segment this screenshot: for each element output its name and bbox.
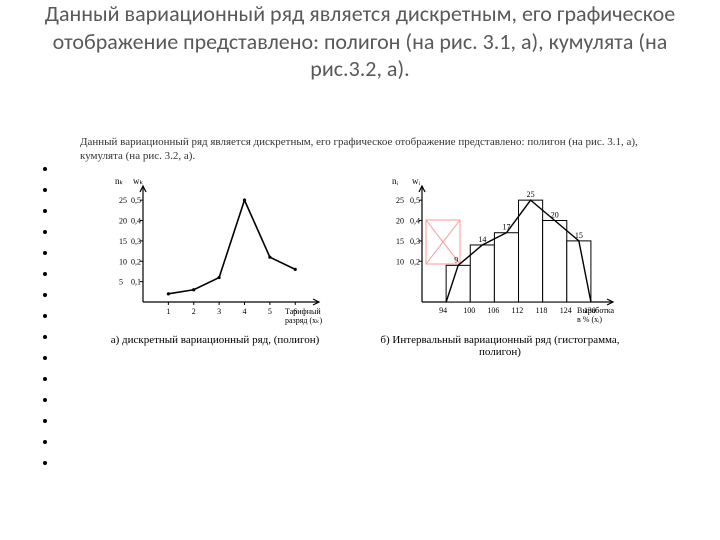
bullet-item	[58, 412, 61, 433]
svg-text:0,1: 0,1	[131, 277, 141, 286]
left-chart-svg: 50,1100,2150,3200,4250,5nₖwₖ123456Тарифн…	[85, 170, 345, 325]
svg-text:3: 3	[217, 307, 221, 316]
svg-text:wᵢ: wᵢ	[412, 176, 420, 186]
svg-text:14: 14	[478, 235, 486, 244]
bullet-item	[58, 160, 61, 181]
svg-text:разряд (xₖ): разряд (xₖ)	[285, 316, 323, 325]
bullet-item	[58, 244, 61, 265]
svg-text:15: 15	[119, 236, 127, 245]
svg-text:112: 112	[512, 306, 524, 315]
right-chart-svg: 100,2150,3200,4250,5nᵢwᵢ9141725201594100…	[360, 170, 640, 325]
bullet-item	[58, 328, 61, 349]
bullet-item	[58, 265, 61, 286]
svg-text:0,3: 0,3	[131, 236, 141, 245]
svg-text:0,5: 0,5	[410, 196, 420, 205]
svg-text:100: 100	[463, 306, 475, 315]
svg-text:0,5: 0,5	[131, 196, 141, 205]
bullet-list	[40, 160, 61, 475]
bullet-item	[58, 223, 61, 244]
svg-text:94: 94	[439, 306, 447, 315]
svg-text:1: 1	[166, 307, 170, 316]
svg-text:10: 10	[396, 257, 404, 266]
svg-text:106: 106	[487, 306, 499, 315]
bullet-item	[58, 370, 61, 391]
svg-text:10: 10	[119, 257, 127, 266]
svg-text:nᵢ: nᵢ	[392, 176, 399, 186]
svg-text:0,2: 0,2	[131, 257, 141, 266]
svg-text:0,3: 0,3	[410, 236, 420, 245]
svg-text:2: 2	[192, 307, 196, 316]
right-chart-block: 100,2150,3200,4250,5nᵢwᵢ9141725201594100…	[360, 170, 640, 358]
svg-text:wₖ: wₖ	[133, 176, 143, 186]
svg-text:5: 5	[119, 277, 123, 286]
bullet-item	[58, 349, 61, 370]
bullet-item	[58, 454, 61, 475]
bullet-item	[58, 433, 61, 454]
left-chart-block: 50,1100,2150,3200,4250,5nₖwₖ123456Тарифн…	[80, 170, 350, 358]
svg-text:124: 124	[560, 306, 572, 315]
svg-text:17: 17	[502, 222, 510, 231]
svg-text:9: 9	[454, 255, 458, 264]
svg-text:25: 25	[396, 196, 404, 205]
bullet-item	[58, 181, 61, 202]
svg-text:15: 15	[396, 236, 404, 245]
svg-text:Выработка: Выработка	[577, 306, 614, 315]
svg-text:0,4: 0,4	[131, 216, 141, 225]
svg-text:Тарифный: Тарифный	[285, 307, 321, 316]
svg-text:5: 5	[268, 307, 272, 316]
svg-text:4: 4	[242, 307, 246, 316]
svg-text:в % (xᵢ): в % (xᵢ)	[577, 315, 602, 324]
svg-text:nₖ: nₖ	[115, 176, 124, 186]
svg-text:20: 20	[119, 216, 127, 225]
svg-text:25: 25	[119, 196, 127, 205]
figure-block: Данный вариационный ряд является дискрет…	[80, 135, 640, 358]
left-chart-caption: а) дискретный вариационный ряд, (полигон…	[80, 334, 350, 346]
bullet-item	[58, 202, 61, 223]
bullet-item	[58, 307, 61, 328]
bullet-item	[58, 286, 61, 307]
figure-caption: Данный вариационный ряд является дискрет…	[80, 135, 640, 164]
svg-text:25: 25	[527, 190, 535, 199]
svg-text:0,4: 0,4	[410, 216, 420, 225]
bullet-item	[58, 391, 61, 412]
svg-text:118: 118	[536, 306, 548, 315]
slide-title: Данный вариационный ряд является дискрет…	[40, 0, 680, 83]
svg-text:0,2: 0,2	[410, 257, 420, 266]
right-chart-caption: б) Интервальный вариационный ряд (гистог…	[360, 334, 640, 358]
svg-text:20: 20	[396, 216, 404, 225]
